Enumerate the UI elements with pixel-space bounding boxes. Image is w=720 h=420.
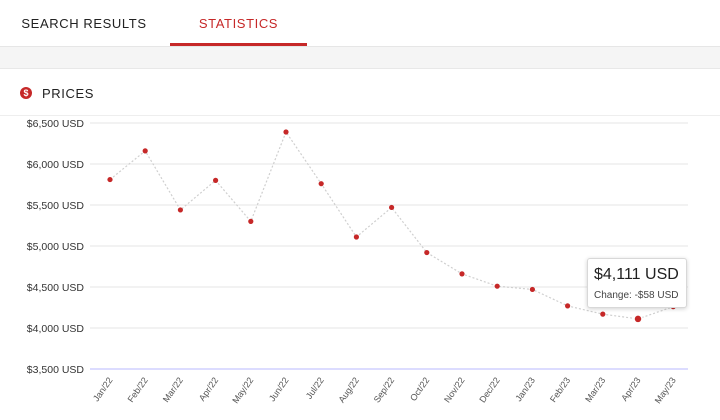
y-tick-label: $6,500 USD xyxy=(27,118,85,130)
series-line xyxy=(109,130,674,320)
data-point xyxy=(107,176,113,183)
price-tooltip: $4,111 USD Change: -$58 USD xyxy=(587,258,687,308)
data-point xyxy=(459,271,465,277)
tab-search-results-label: SEARCH RESULTS xyxy=(21,15,147,31)
data-point xyxy=(565,303,571,309)
data-point xyxy=(600,311,606,317)
x-tick-label: Oct/22 xyxy=(408,375,431,402)
prices-panel: $ PRICES xyxy=(0,68,720,420)
panel-title: PRICES xyxy=(42,86,95,101)
tab-statistics-label: STATISTICS xyxy=(198,15,279,31)
y-tick-label: $3,500 USD xyxy=(27,364,85,376)
x-tick-label: Dec/22 xyxy=(477,375,502,404)
data-point xyxy=(318,181,324,187)
data-point xyxy=(213,177,219,183)
tooltip-change-value: -$58 USD xyxy=(634,290,679,301)
x-tick-label: Mar/23 xyxy=(583,375,607,404)
data-point xyxy=(142,148,148,154)
data-point xyxy=(494,283,500,289)
tab-bar: SEARCH RESULTS STATISTICS xyxy=(0,0,720,47)
dollar-icon: $ xyxy=(20,87,32,99)
y-tick-label: $4,000 USD xyxy=(27,323,85,335)
tab-statistics[interactable]: STATISTICS xyxy=(170,0,307,46)
highlighted-point xyxy=(633,314,643,324)
x-tick-label: Feb/22 xyxy=(126,375,150,404)
data-point xyxy=(353,234,359,240)
tab-search-results[interactable]: SEARCH RESULTS xyxy=(0,0,168,46)
x-tick-label: May/23 xyxy=(653,375,678,405)
y-tick-label: $5,000 USD xyxy=(27,241,85,253)
data-point xyxy=(424,249,430,256)
y-tick-label: $4,500 USD xyxy=(27,282,85,294)
x-tick-label: Aug/22 xyxy=(336,375,361,404)
x-tick-label: Apr/22 xyxy=(197,375,220,402)
y-tick-label: $6,000 USD xyxy=(27,159,85,171)
tooltip-price: $4,111 USD xyxy=(594,266,679,283)
y-tick-label: $5,500 USD xyxy=(27,200,85,212)
x-tick-label: Feb/23 xyxy=(548,375,572,404)
x-tick-label: May/22 xyxy=(230,375,255,405)
x-tick-label: Apr/23 xyxy=(619,375,642,402)
data-point xyxy=(177,207,183,213)
x-tick-label: Mar/22 xyxy=(161,375,185,404)
prices-panel-header: $ PRICES xyxy=(0,69,720,116)
x-tick-label: Jun/22 xyxy=(267,375,291,403)
data-point xyxy=(529,286,536,293)
tooltip-change: Change: -$58 USD xyxy=(594,290,679,301)
data-point xyxy=(389,204,395,211)
x-tick-label: Jan/22 xyxy=(91,375,115,403)
x-tick-label: Sep/22 xyxy=(372,375,397,404)
section-spacer xyxy=(0,47,720,68)
tooltip-change-label: Change: xyxy=(594,290,632,301)
active-tab-indicator xyxy=(170,43,307,46)
data-point xyxy=(248,218,254,224)
x-tick-label: Jul/22 xyxy=(304,375,326,400)
x-tick-label: Jan/23 xyxy=(513,375,537,403)
data-point xyxy=(283,129,289,135)
x-tick-label: Nov/22 xyxy=(442,375,467,404)
